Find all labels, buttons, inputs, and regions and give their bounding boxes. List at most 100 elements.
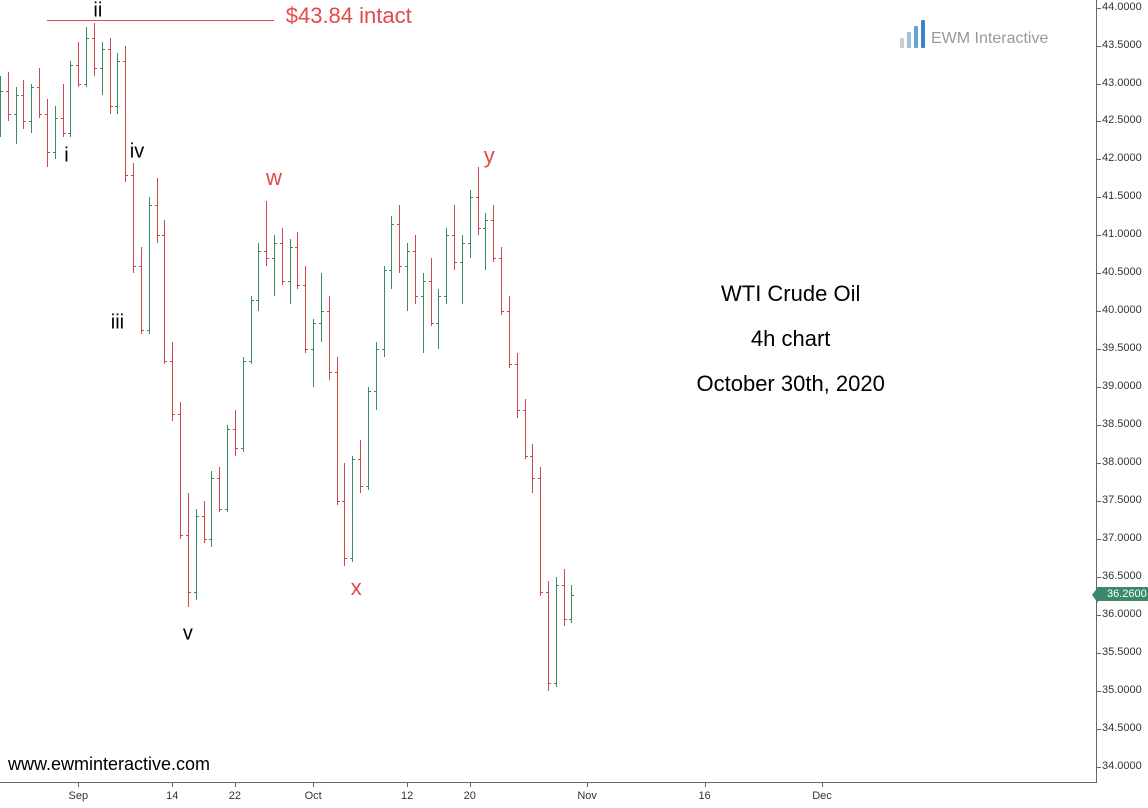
ohlc-bar xyxy=(470,190,471,258)
ohlc-bar xyxy=(219,467,220,513)
y-tick-label: 34.5000 xyxy=(1102,722,1142,734)
y-tick-label: 41.0000 xyxy=(1102,228,1142,240)
ohlc-bar xyxy=(149,197,150,334)
site-url: www.ewminteractive.com xyxy=(8,754,210,775)
y-tick-label: 36.5000 xyxy=(1102,570,1142,582)
x-tick-label: 14 xyxy=(166,790,178,802)
wave-label-iii: iii xyxy=(111,311,124,334)
ohlc-bar xyxy=(47,99,48,167)
ohlc-bar xyxy=(125,46,126,183)
ohlc-bar xyxy=(446,228,447,304)
ohlc-bar xyxy=(407,243,408,311)
ohlc-bar xyxy=(423,273,424,353)
y-tick-label: 39.0000 xyxy=(1102,380,1142,392)
y-tick-label: 35.0000 xyxy=(1102,684,1142,696)
ohlc-bar xyxy=(188,493,189,607)
ohlc-bar xyxy=(384,266,385,357)
y-tick-label: 38.0000 xyxy=(1102,456,1142,468)
ohlc-bar xyxy=(282,228,283,285)
ohlc-bar xyxy=(110,38,111,114)
current-price-tag: 36.2600 xyxy=(1097,587,1148,601)
ohlc-bar xyxy=(31,84,32,133)
wave-label-x: x xyxy=(351,575,362,601)
ohlc-bar xyxy=(266,201,267,266)
ohlc-bar xyxy=(454,205,455,270)
title-line: October 30th, 2020 xyxy=(696,371,884,397)
y-tick-label: 39.5000 xyxy=(1102,342,1142,354)
ohlc-bar xyxy=(141,247,142,334)
ohlc-bar xyxy=(548,581,549,691)
ohlc-bar xyxy=(525,399,526,460)
ohlc-bar xyxy=(478,167,479,235)
ohlc-bar xyxy=(493,205,494,262)
y-tick-label: 38.5000 xyxy=(1102,418,1142,430)
ohlc-bar xyxy=(431,258,432,326)
ohlc-bar xyxy=(352,456,353,562)
y-tick-label: 41.5000 xyxy=(1102,190,1142,202)
ohlc-bar xyxy=(329,296,330,380)
ohlc-bar xyxy=(415,235,416,303)
ohlc-bar xyxy=(70,61,71,137)
ohlc-bar xyxy=(258,243,259,311)
x-tick-label: Sep xyxy=(68,790,88,802)
y-tick-label: 34.0000 xyxy=(1102,760,1142,772)
wave-label-v: v xyxy=(183,622,193,645)
x-tick-label: Nov xyxy=(577,790,597,802)
ohlc-bar xyxy=(540,467,541,596)
ohlc-bar xyxy=(251,296,252,364)
ohlc-bar xyxy=(305,266,306,353)
ohlc-bar xyxy=(391,216,392,288)
chart-root: 34.0000 34.5000 35.0000 35.5000 36.0000 36.50… xyxy=(0,0,1148,808)
y-tick-label: 35.5000 xyxy=(1102,646,1142,658)
reference-line xyxy=(47,20,274,21)
ohlc-bar xyxy=(399,205,400,273)
ohlc-bar xyxy=(180,402,181,539)
y-tick-label: 36.0000 xyxy=(1102,608,1142,620)
ohlc-bar xyxy=(55,106,56,159)
ohlc-bar xyxy=(86,27,87,88)
y-tick-label: 42.5000 xyxy=(1102,114,1142,126)
ohlc-bar xyxy=(274,235,275,296)
ohlc-bar xyxy=(204,501,205,543)
ohlc-bar xyxy=(501,247,502,315)
ohlc-bar xyxy=(297,232,298,289)
ohlc-bar xyxy=(556,577,557,687)
reference-line-label: $43.84 intact xyxy=(286,3,412,29)
ohlc-bar xyxy=(227,425,228,512)
ohlc-bar xyxy=(313,319,314,387)
ohlc-bar xyxy=(509,296,510,368)
ohlc-bar xyxy=(0,76,1,137)
ohlc-bar xyxy=(438,289,439,350)
wave-label-i: i xyxy=(64,144,68,167)
ohlc-bar xyxy=(117,53,118,114)
ohlc-bar xyxy=(290,239,291,304)
ohlc-bar xyxy=(337,357,338,505)
ohlc-bar xyxy=(368,387,369,489)
ohlc-bar xyxy=(344,463,345,565)
y-tick-label: 40.0000 xyxy=(1102,304,1142,316)
ohlc-bar xyxy=(571,585,572,623)
y-tick-label: 43.5000 xyxy=(1102,39,1142,51)
x-tick-label: Oct xyxy=(305,790,322,802)
x-tick-label: 22 xyxy=(229,790,241,802)
ohlc-bar xyxy=(164,220,165,364)
ohlc-bar xyxy=(133,163,134,273)
ohlc-bar xyxy=(172,342,173,422)
x-tick-label: 12 xyxy=(401,790,413,802)
ohlc-bar xyxy=(63,84,64,137)
y-tick-label: 42.0000 xyxy=(1102,152,1142,164)
title-line: 4h chart xyxy=(751,326,831,352)
ohlc-bar xyxy=(211,471,212,547)
wave-label-ii: ii xyxy=(93,0,102,23)
wave-label-y: y xyxy=(484,143,495,169)
y-tick-label: 37.5000 xyxy=(1102,494,1142,506)
ohlc-bar xyxy=(196,509,197,600)
x-tick-label: 20 xyxy=(464,790,476,802)
watermark-text: EWM Interactive xyxy=(931,30,1048,48)
x-tick-label: 16 xyxy=(698,790,710,802)
x-tick-label: Dec xyxy=(812,790,832,802)
ohlc-bar xyxy=(78,42,79,88)
y-tick-label: 37.0000 xyxy=(1102,532,1142,544)
ohlc-bar xyxy=(39,68,40,117)
ohlc-bar xyxy=(462,235,463,303)
